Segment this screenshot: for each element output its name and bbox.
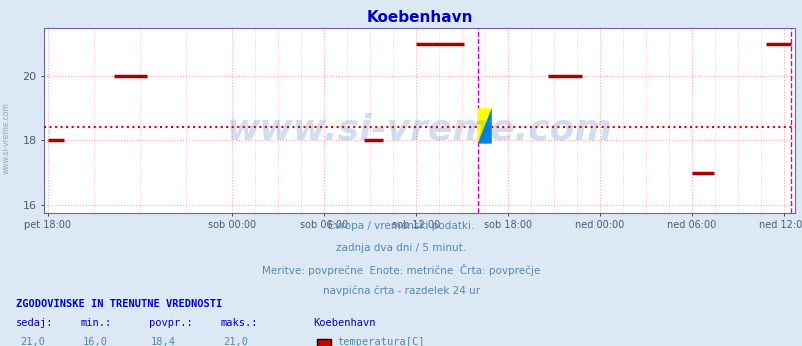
Text: povpr.:: povpr.:: [148, 318, 192, 328]
Text: 16,0: 16,0: [83, 337, 107, 346]
Text: ZGODOVINSKE IN TRENUTNE VREDNOSTI: ZGODOVINSKE IN TRENUTNE VREDNOSTI: [16, 299, 222, 309]
Text: Evropa / vremenski podatki.: Evropa / vremenski podatki.: [328, 221, 474, 231]
Text: www.si-vreme.com: www.si-vreme.com: [2, 102, 11, 174]
Text: Meritve: povprečne  Enote: metrične  Črta: povprečje: Meritve: povprečne Enote: metrične Črta:…: [262, 264, 540, 276]
Text: zadnja dva dni / 5 minut.: zadnja dva dni / 5 minut.: [336, 243, 466, 253]
Text: min.:: min.:: [80, 318, 111, 328]
Text: sedaj:: sedaj:: [16, 318, 54, 328]
Polygon shape: [477, 108, 491, 144]
Text: www.si-vreme.com: www.si-vreme.com: [226, 112, 612, 146]
Polygon shape: [477, 108, 491, 144]
Title: Koebenhavn: Koebenhavn: [366, 10, 472, 25]
Text: navpična črta - razdelek 24 ur: navpična črta - razdelek 24 ur: [322, 286, 480, 296]
Text: 21,0: 21,0: [20, 337, 45, 346]
Text: temperatura[C]: temperatura[C]: [337, 337, 424, 346]
Text: 21,0: 21,0: [223, 337, 248, 346]
Text: 18,4: 18,4: [151, 337, 176, 346]
Text: Koebenhavn: Koebenhavn: [313, 318, 375, 328]
Polygon shape: [477, 108, 491, 144]
Text: maks.:: maks.:: [221, 318, 258, 328]
